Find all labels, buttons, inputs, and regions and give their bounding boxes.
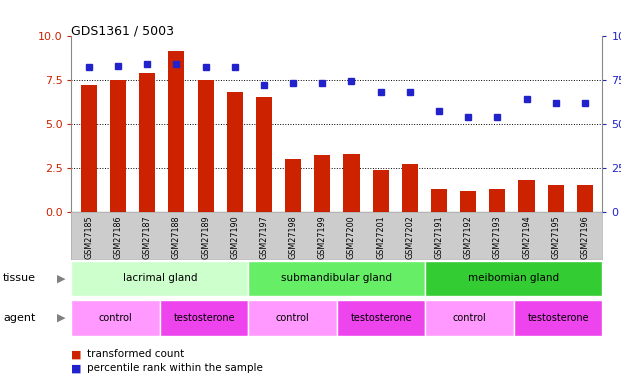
- Text: GSM27188: GSM27188: [172, 216, 181, 259]
- Bar: [139, 73, 155, 212]
- Text: transformed count: transformed count: [87, 350, 184, 359]
- Bar: [548, 186, 564, 212]
- Text: GSM27196: GSM27196: [581, 216, 589, 259]
- Bar: [110, 80, 126, 212]
- Text: percentile rank within the sample: percentile rank within the sample: [87, 363, 263, 373]
- Bar: [227, 92, 243, 212]
- Text: testosterone: testosterone: [173, 313, 235, 323]
- Bar: [431, 189, 447, 212]
- Text: GSM27194: GSM27194: [522, 216, 531, 259]
- Bar: [168, 51, 184, 212]
- Text: ▶: ▶: [57, 273, 65, 284]
- Text: GSM27186: GSM27186: [114, 216, 122, 259]
- Text: GSM27185: GSM27185: [84, 216, 93, 259]
- Text: GSM27199: GSM27199: [318, 216, 327, 260]
- Bar: [489, 189, 505, 212]
- Bar: [343, 154, 360, 212]
- Text: GSM27193: GSM27193: [493, 216, 502, 259]
- Text: ■: ■: [71, 363, 82, 373]
- Text: GDS1361 / 5003: GDS1361 / 5003: [71, 24, 175, 38]
- Bar: [460, 191, 476, 212]
- Bar: [256, 98, 272, 212]
- Bar: [577, 186, 593, 212]
- Text: testosterone: testosterone: [350, 313, 412, 323]
- Text: GSM27189: GSM27189: [201, 216, 210, 259]
- Text: GSM27202: GSM27202: [406, 216, 414, 260]
- Bar: [314, 156, 330, 212]
- Text: control: control: [453, 313, 486, 323]
- Text: submandibular gland: submandibular gland: [281, 273, 392, 284]
- Text: GSM27198: GSM27198: [289, 216, 297, 259]
- Text: GSM27192: GSM27192: [464, 216, 473, 260]
- Text: meibomian gland: meibomian gland: [468, 273, 560, 284]
- Bar: [519, 180, 535, 212]
- Text: lacrimal gland: lacrimal gland: [123, 273, 197, 284]
- Bar: [373, 170, 389, 212]
- Text: testosterone: testosterone: [527, 313, 589, 323]
- Text: GSM27201: GSM27201: [376, 216, 385, 259]
- Bar: [285, 159, 301, 212]
- Text: GSM27190: GSM27190: [230, 216, 239, 259]
- Bar: [81, 85, 97, 212]
- Text: GSM27191: GSM27191: [435, 216, 443, 259]
- Bar: [402, 164, 418, 212]
- Text: agent: agent: [3, 313, 35, 323]
- Text: control: control: [99, 313, 132, 323]
- Text: GSM27200: GSM27200: [347, 216, 356, 259]
- Text: tissue: tissue: [3, 273, 36, 284]
- Text: ▶: ▶: [57, 313, 65, 323]
- Text: ■: ■: [71, 350, 82, 359]
- Text: GSM27197: GSM27197: [260, 216, 268, 260]
- Text: control: control: [276, 313, 309, 323]
- Text: GSM27195: GSM27195: [551, 216, 560, 260]
- Bar: [197, 80, 214, 212]
- Text: GSM27187: GSM27187: [143, 216, 152, 259]
